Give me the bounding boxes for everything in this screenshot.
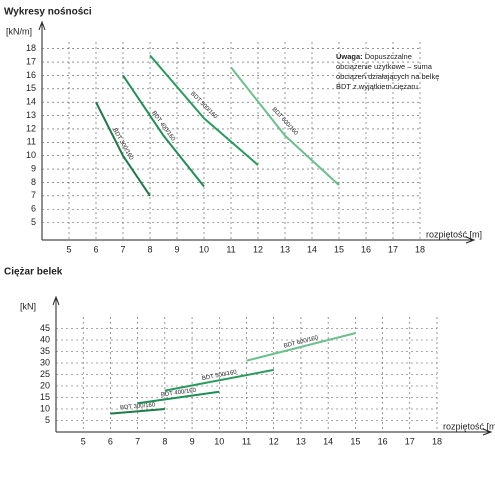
- x-tick-label: 7: [120, 244, 125, 254]
- y-tick-label: 8: [31, 177, 36, 187]
- y-arrow: [38, 20, 46, 31]
- x-tick-label: 15: [334, 244, 344, 254]
- x-tick-label: 17: [405, 436, 415, 446]
- x-tick-label: 6: [108, 436, 113, 446]
- y-tick-label: 20: [40, 380, 50, 390]
- x-tick-label: 13: [296, 436, 306, 446]
- note-text: Dopuszczalne obciążenie użytkowe – suma …: [336, 52, 440, 91]
- y-tick-label: 10: [40, 403, 50, 413]
- series-line: [164, 368, 274, 392]
- x-tick-label: 10: [214, 436, 224, 446]
- x-arrow: [482, 428, 493, 436]
- x-axis-label: rozpiętość [m]: [443, 421, 495, 431]
- x-tick-label: 17: [388, 244, 398, 254]
- chart-title: Ciężar belek: [4, 267, 63, 278]
- x-tick-label: 9: [174, 244, 179, 254]
- x-tick-label: 10: [199, 244, 209, 254]
- x-tick-label: 15: [350, 436, 360, 446]
- y-axis-label: [kN/m]: [6, 26, 32, 36]
- x-tick-label: 9: [190, 436, 195, 446]
- series-line: [110, 408, 165, 415]
- y-tick-label: 11: [27, 137, 36, 147]
- x-tick-label: 5: [66, 244, 71, 254]
- x-tick-label: 12: [253, 244, 263, 254]
- y-tick-label: 6: [31, 204, 36, 214]
- y-tick-label: 13: [26, 110, 36, 120]
- y-tick-label: 10: [26, 150, 36, 160]
- x-tick-label: 5: [81, 436, 86, 446]
- x-tick-label: 16: [378, 436, 388, 446]
- series-line: [230, 66, 340, 186]
- note: Uwaga: Dopuszczalne obciążenie użytkowe …: [336, 52, 442, 92]
- x-tick-label: 14: [307, 244, 317, 254]
- x-arrow: [465, 236, 476, 244]
- x-tick-label: 16: [361, 244, 371, 254]
- x-tick-label: 18: [432, 436, 442, 446]
- y-tick-label: 15: [40, 392, 50, 402]
- series-line: [122, 74, 205, 188]
- y-tick-label: 40: [40, 334, 50, 344]
- x-tick-label: 8: [147, 244, 152, 254]
- y-tick-label: 9: [31, 163, 36, 173]
- x-tick-label: 11: [242, 436, 251, 446]
- y-tick-label: 45: [40, 323, 50, 333]
- series-line: [149, 54, 259, 166]
- y-tick-label: 7: [31, 190, 36, 200]
- y-tick-label: 30: [40, 357, 50, 367]
- x-tick-label: 11: [226, 244, 235, 254]
- series-label: BDT 400/160: [161, 388, 197, 399]
- x-tick-label: 13: [280, 244, 290, 254]
- y-axis-label: [kN]: [20, 301, 36, 311]
- note-label: Uwaga:: [336, 52, 363, 61]
- y-tick-label: 14: [26, 97, 36, 107]
- x-tick-label: 8: [162, 436, 167, 446]
- y-tick-label: 25: [40, 369, 50, 379]
- series-line: [137, 390, 220, 405]
- y-tick-label: 15: [26, 83, 36, 93]
- series-label: BDT 300/160: [120, 402, 156, 411]
- y-arrow: [52, 295, 60, 306]
- x-tick-label: 7: [135, 436, 140, 446]
- y-tick-label: 35: [40, 346, 50, 356]
- y-tick-label: 17: [26, 56, 36, 66]
- y-tick-label: 12: [26, 123, 36, 133]
- x-tick-label: 18: [415, 244, 425, 254]
- x-tick-label: 6: [93, 244, 98, 254]
- y-tick-label: 5: [45, 415, 50, 425]
- y-tick-label: 16: [26, 70, 36, 80]
- x-axis-label: rozpiętość [m]: [426, 229, 482, 239]
- x-tick-label: 14: [323, 436, 333, 446]
- series-line: [95, 101, 151, 197]
- series-label: BDT 400/160: [150, 110, 176, 143]
- series-line: [246, 332, 356, 362]
- y-tick-label: 18: [26, 43, 36, 53]
- chart-title: Wykresy nośności: [4, 7, 92, 18]
- y-tick-label: 5: [31, 217, 36, 227]
- x-tick-label: 12: [269, 436, 279, 446]
